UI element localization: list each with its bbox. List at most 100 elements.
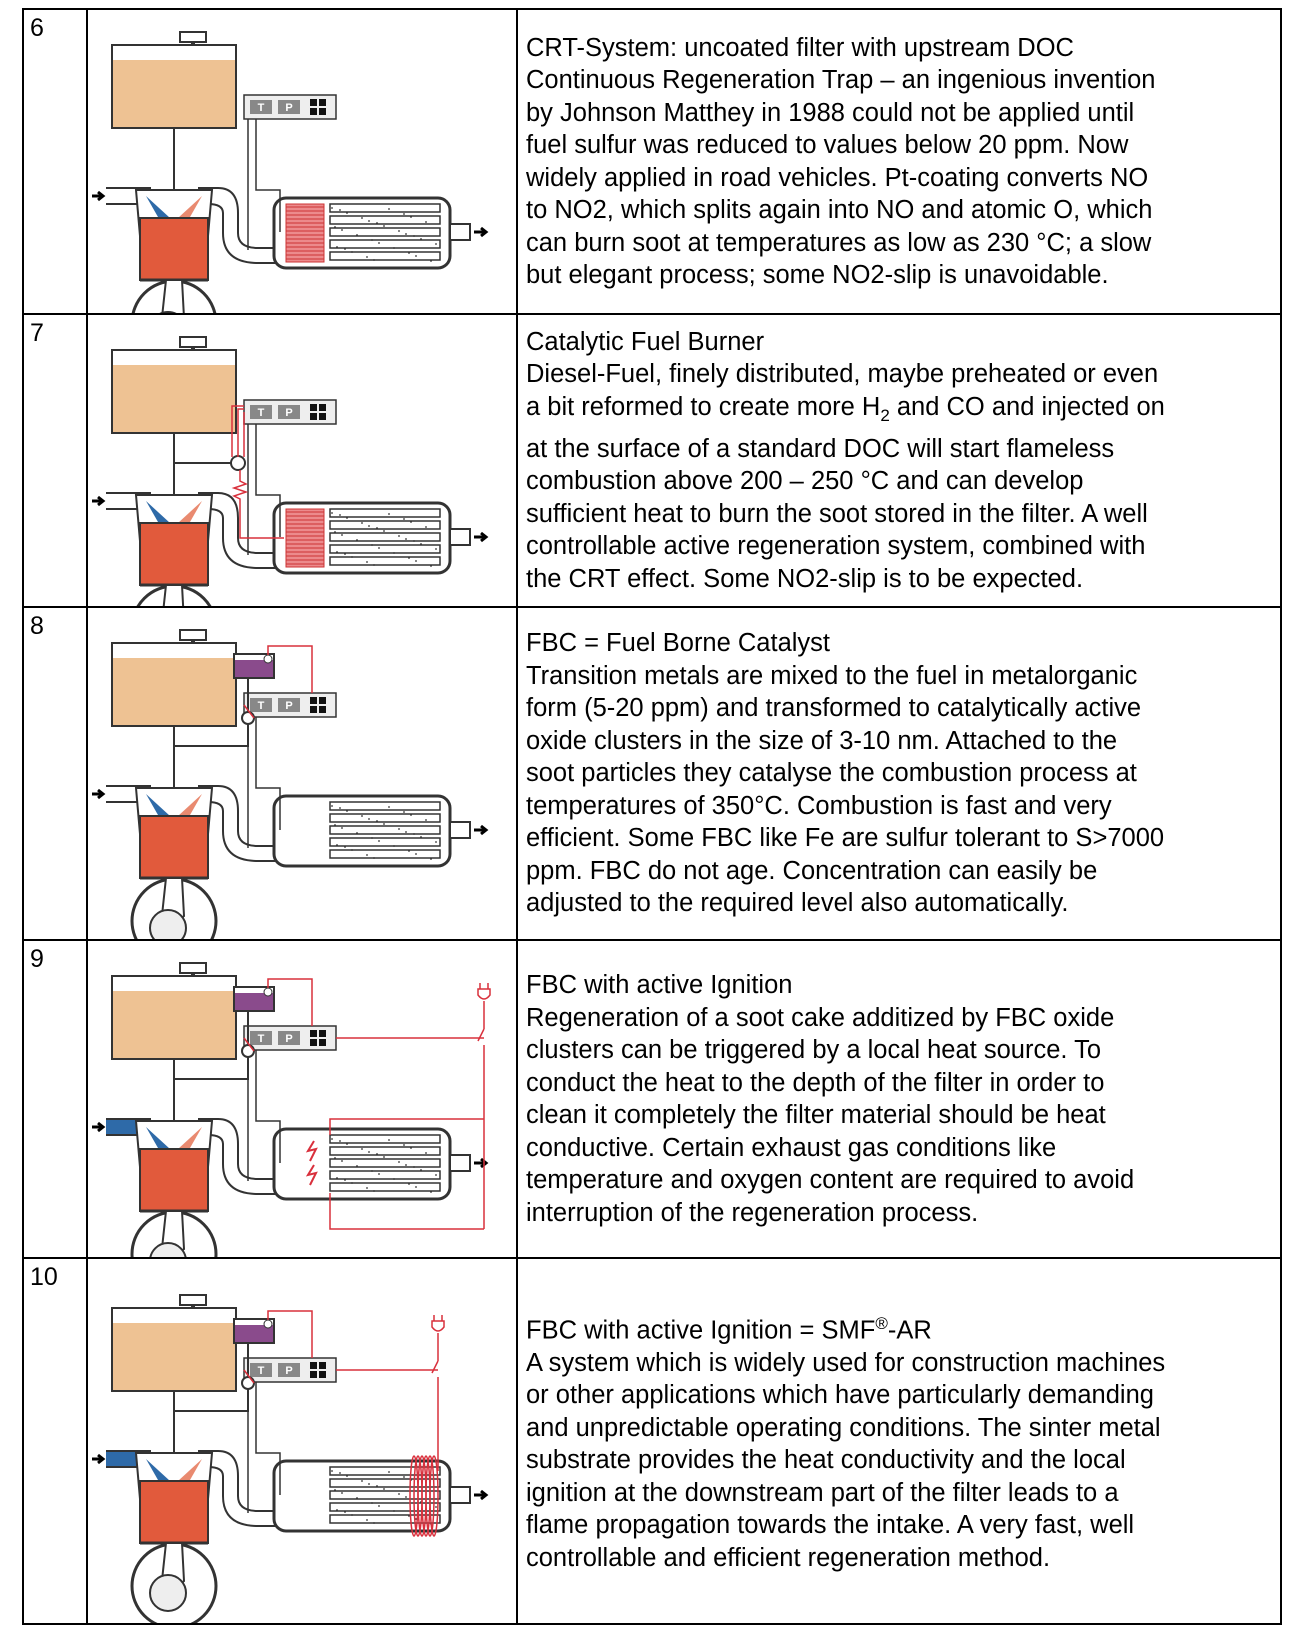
soot — [339, 514, 341, 516]
filter-channel — [329, 556, 441, 566]
crank — [149, 909, 187, 939]
soot — [376, 1485, 378, 1487]
display-cell — [310, 413, 317, 420]
heating-coil — [429, 1455, 439, 1537]
text-line: flame propagation towards the intake. A … — [526, 1511, 1135, 1540]
doc — [285, 203, 325, 263]
filter-channel — [329, 1466, 441, 1476]
sensor-t — [250, 1363, 272, 1377]
crank — [149, 1242, 187, 1257]
soot — [388, 208, 390, 210]
display-cell — [310, 108, 317, 115]
additive — [235, 993, 273, 1010]
soot — [341, 1160, 343, 1162]
soot — [408, 252, 410, 254]
soot — [373, 564, 375, 566]
text-line: fuel sulfur was reduced to values below … — [526, 131, 1129, 159]
soot — [413, 540, 415, 542]
soot — [368, 1151, 370, 1153]
level-wire — [267, 645, 313, 693]
pump-wire — [243, 1369, 255, 1384]
soot — [331, 1470, 333, 1472]
fuel — [113, 991, 235, 1058]
soot — [356, 832, 358, 834]
display-cell — [319, 413, 326, 420]
table-row: 7 T P Catalytic Fuel Burner Diesel-Fuel, fin… — [22, 313, 1282, 608]
soot — [420, 238, 422, 240]
display-cell — [310, 1371, 317, 1378]
soot — [408, 557, 410, 559]
text-line: adjusted to the required level also auto… — [526, 889, 1069, 918]
tank-cap — [179, 1294, 207, 1306]
display-cell — [319, 697, 326, 704]
soot — [344, 1511, 346, 1513]
fuel — [113, 365, 235, 432]
soot — [336, 844, 338, 846]
display-cell — [319, 706, 326, 713]
text-line: interruption of the regeneration process… — [526, 1198, 979, 1227]
soot — [339, 807, 341, 809]
soot — [366, 1519, 368, 1521]
filter-channel — [329, 1182, 441, 1192]
soot — [415, 1186, 417, 1188]
soot — [398, 1161, 400, 1163]
text-line: CRT-System: uncoated filter with upstrea… — [526, 33, 1074, 62]
sensor-wire — [255, 1050, 281, 1163]
soot — [425, 526, 427, 528]
soot — [373, 1522, 375, 1524]
row-number: 9 — [22, 939, 88, 1259]
soot — [336, 1509, 338, 1511]
soot — [356, 539, 358, 541]
soot — [383, 1488, 385, 1490]
soot — [356, 234, 358, 236]
soot — [403, 213, 405, 215]
sensor-t-label: T — [258, 700, 265, 712]
soot — [393, 1178, 395, 1180]
soot — [398, 230, 400, 232]
additive-level — [263, 987, 273, 997]
intake-arrow — [92, 1453, 106, 1465]
soot — [371, 837, 373, 839]
soot — [371, 1502, 373, 1504]
additive-level — [263, 1319, 273, 1329]
text-line: efficient. Some FBC like Fe are sulfur t… — [526, 824, 1165, 853]
spark — [305, 1140, 318, 1162]
sensor-p — [278, 1363, 300, 1377]
soot — [371, 544, 373, 546]
soot — [378, 1173, 380, 1175]
fuel — [113, 60, 235, 127]
intake-arrow — [92, 1121, 106, 1133]
soot — [435, 1506, 437, 1508]
soot — [376, 222, 378, 224]
con-rod — [161, 279, 185, 313]
cylinder — [139, 1148, 209, 1212]
soot — [344, 846, 346, 848]
display-cell — [310, 404, 317, 411]
additive-line — [174, 1343, 249, 1412]
soot — [344, 1179, 346, 1181]
heater — [231, 470, 284, 539]
text-line: FBC with active Ignition — [526, 971, 793, 999]
switch — [477, 1001, 485, 1229]
soot — [383, 530, 385, 532]
text-line: sufficient heat to burn the soot stored … — [526, 499, 1148, 528]
soot — [388, 806, 390, 808]
soot — [368, 220, 370, 222]
display-cell — [310, 1030, 317, 1037]
dosing-pump — [230, 455, 246, 471]
text-line: Transition metals are mixed to the fuel … — [526, 661, 1138, 690]
text-line: FBC = Fuel Borne Catalyst — [526, 629, 830, 658]
outlet-pipe — [449, 1486, 471, 1504]
soot — [334, 1157, 336, 1159]
description-cell: FBC with active Ignition Regeneration of … — [516, 939, 1282, 1259]
soot — [378, 840, 380, 842]
text-line: Catalytic Fuel Burner — [526, 327, 765, 356]
soot — [388, 1139, 390, 1141]
text-line: oxide clusters in the size of 3-10 nm. A… — [526, 726, 1118, 755]
description-cell: FBC with active Ignition = SMF®-AR A syst… — [516, 1257, 1282, 1625]
